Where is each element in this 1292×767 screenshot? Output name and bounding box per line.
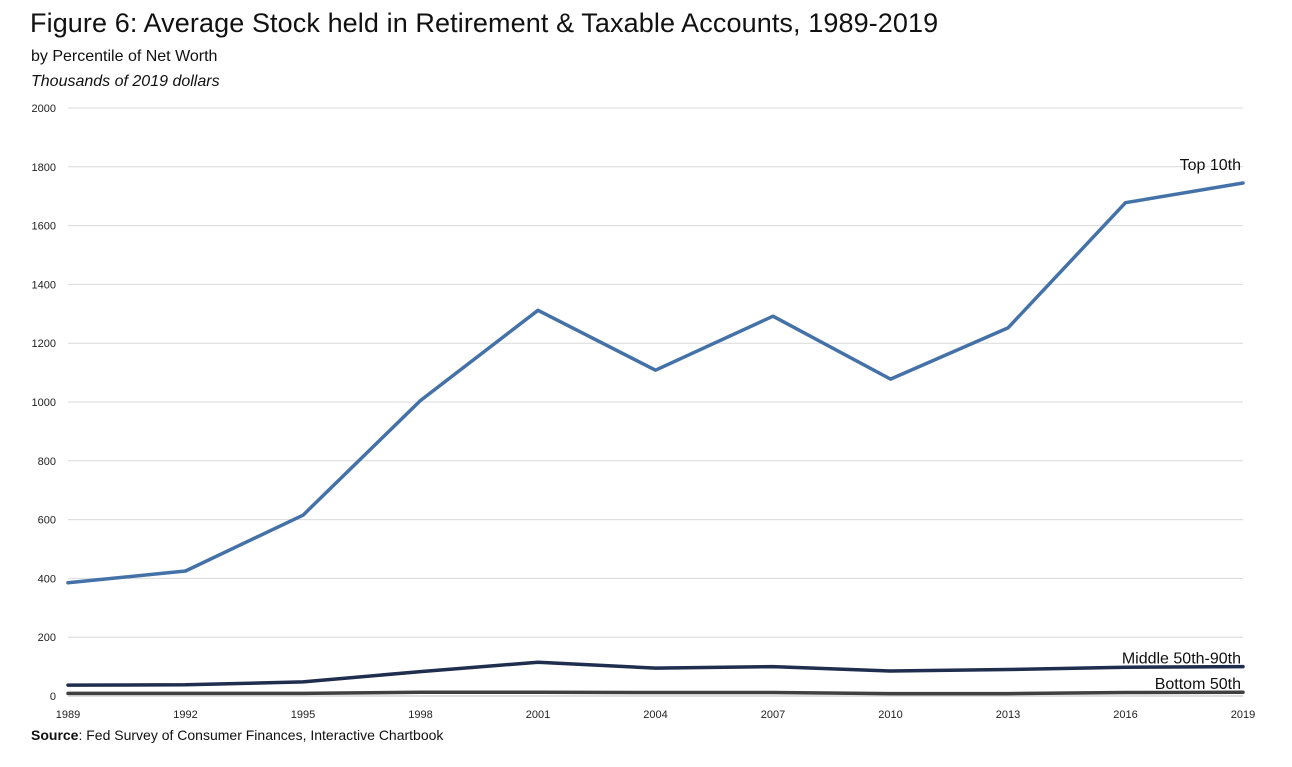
y-tick-label-800: 800 [38,456,56,468]
y-tick-label-1400: 1400 [32,279,56,291]
x-tick-label-2007: 2007 [761,709,785,721]
series-labels: Top 10th Middle 50th-90th Bottom 50th [1122,157,1241,693]
y-tick-label-2000: 2000 [32,103,56,115]
y-tick-label-1000: 1000 [32,397,56,409]
x-tick-label-2013: 2013 [996,709,1020,721]
series-label-top-10th: Top 10th [1180,157,1241,174]
y-axis-ticks: 0 200 400 600 800 1000 1200 1400 1600 1800 2000 [32,103,56,703]
gridlines [68,107,1243,697]
x-tick-label-1995: 1995 [291,709,315,721]
x-tick-label-2019: 2019 [1231,709,1255,721]
x-tick-label-2001: 2001 [526,709,550,721]
source-label: Source [31,727,79,743]
x-tick-label-1992: 1992 [173,709,197,721]
y-tick-label-1200: 1200 [32,338,56,350]
y-tick-label-1600: 1600 [32,221,56,233]
series-line-middle-50th-90th [66,660,1245,687]
x-axis-ticks: 1989 1992 1995 1998 2001 2004 2007 2010 2013 2016… [56,709,1255,721]
chart-subtitle: by Percentile of Net Worth [31,48,218,65]
y-tick-label-600: 600 [38,515,56,527]
series-label-middle-50th-90th: Middle 50th-90th [1122,651,1241,668]
source-note: Source: Fed Survey of Consumer Finances,… [31,727,443,743]
series-label-bottom-50th: Bottom 50th [1155,676,1241,693]
series-group [66,181,1245,696]
x-tick-label-2016: 2016 [1113,709,1137,721]
chart-units: Thousands of 2019 dollars [31,73,220,90]
x-tick-label-2004: 2004 [643,709,667,721]
y-tick-label-0: 0 [50,691,56,703]
x-tick-label-1998: 1998 [408,709,432,721]
series-line-top-10th [66,181,1245,585]
source-text: : Fed Survey of Consumer Finances, Inter… [78,727,444,743]
y-tick-label-400: 400 [38,573,56,585]
chart-title: Figure 6: Average Stock held in Retireme… [30,8,939,38]
y-tick-label-200: 200 [38,632,56,644]
x-tick-label-1989: 1989 [56,709,80,721]
series-line-bottom-50th [66,690,1245,696]
x-tick-label-2010: 2010 [878,709,902,721]
y-tick-label-1800: 1800 [32,162,56,174]
